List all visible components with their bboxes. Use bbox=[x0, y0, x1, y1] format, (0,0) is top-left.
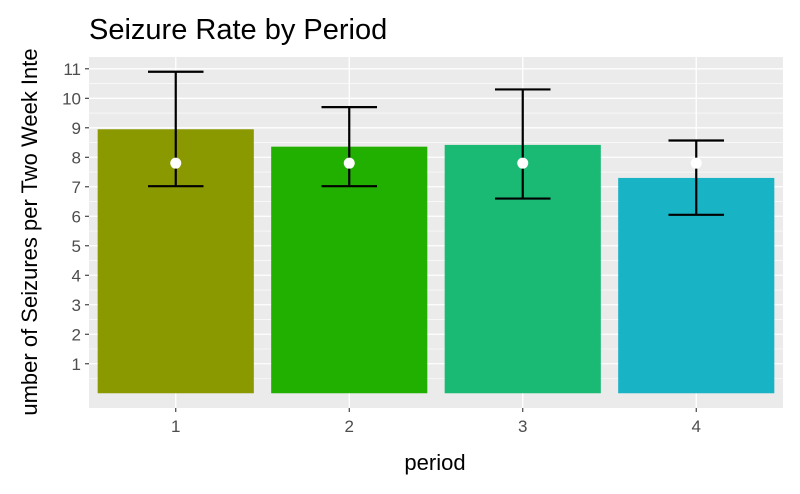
y-tick-label: 7 bbox=[72, 178, 81, 197]
y-tick-label: 8 bbox=[72, 148, 81, 167]
point-1 bbox=[170, 157, 182, 169]
x-tick-label: 2 bbox=[345, 417, 354, 436]
x-tick-label: 1 bbox=[171, 417, 180, 436]
y-tick-label: 11 bbox=[63, 60, 81, 79]
point-4 bbox=[690, 157, 702, 169]
y-tick-label: 9 bbox=[72, 119, 81, 138]
x-tick-label: 4 bbox=[692, 417, 701, 436]
point-2 bbox=[343, 157, 355, 169]
y-tick-label: 4 bbox=[72, 266, 81, 285]
y-tick-label: 10 bbox=[62, 89, 81, 108]
error-bars bbox=[147, 70, 725, 216]
bar-2 bbox=[271, 146, 428, 394]
error-bar-4 bbox=[668, 139, 725, 216]
error-bar-2 bbox=[321, 106, 378, 188]
y-axis-label: umber of Seizures per Two Week Inte bbox=[17, 48, 42, 415]
y-axis: 1 2 3 4 5 6 7 8 9 10 11 bbox=[62, 60, 89, 374]
error-bar-3 bbox=[494, 88, 551, 200]
x-axis: 1 2 3 4 bbox=[171, 408, 701, 436]
x-tick-label: 3 bbox=[518, 417, 527, 436]
points bbox=[170, 157, 702, 169]
y-tick-label: 5 bbox=[72, 237, 81, 256]
y-tick-label: 1 bbox=[72, 355, 81, 374]
x-axis-label: period bbox=[404, 450, 465, 475]
y-tick-label: 2 bbox=[72, 325, 81, 344]
point-3 bbox=[517, 157, 529, 169]
chart-title: Seizure Rate by Period bbox=[89, 14, 387, 46]
y-tick-label: 6 bbox=[72, 207, 81, 226]
y-tick-label: 3 bbox=[72, 296, 81, 315]
